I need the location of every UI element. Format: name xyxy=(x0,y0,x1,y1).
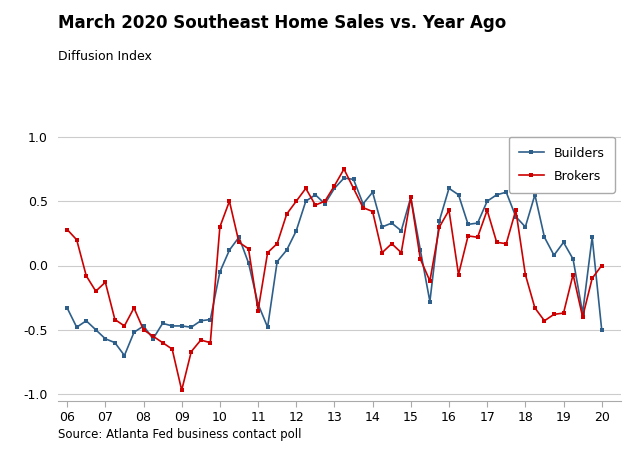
Builders xyxy=(216,269,224,274)
Text: Source: Atlanta Fed business contact poll: Source: Atlanta Fed business contact pol… xyxy=(58,428,301,441)
Builders xyxy=(598,327,605,333)
Brokers xyxy=(216,224,224,230)
Builders xyxy=(83,318,90,324)
Builders xyxy=(92,327,100,333)
Brokers xyxy=(454,272,462,277)
Brokers xyxy=(92,288,100,294)
Legend: Builders, Brokers: Builders, Brokers xyxy=(509,137,614,193)
Line: Brokers: Brokers xyxy=(65,166,604,393)
Builders xyxy=(445,186,453,191)
Builders xyxy=(454,192,462,198)
Brokers xyxy=(598,263,605,268)
Brokers xyxy=(302,186,310,191)
Brokers xyxy=(63,227,71,232)
Line: Builders: Builders xyxy=(65,176,604,358)
Builders xyxy=(340,176,348,181)
Builders xyxy=(63,305,71,310)
Builders xyxy=(302,198,310,204)
Builders xyxy=(120,353,128,358)
Brokers xyxy=(340,166,348,172)
Brokers xyxy=(178,387,186,393)
Text: March 2020 Southeast Home Sales vs. Year Ago: March 2020 Southeast Home Sales vs. Year… xyxy=(58,14,506,32)
Brokers xyxy=(83,273,90,279)
Brokers xyxy=(445,207,453,213)
Text: Diffusion Index: Diffusion Index xyxy=(58,50,152,63)
